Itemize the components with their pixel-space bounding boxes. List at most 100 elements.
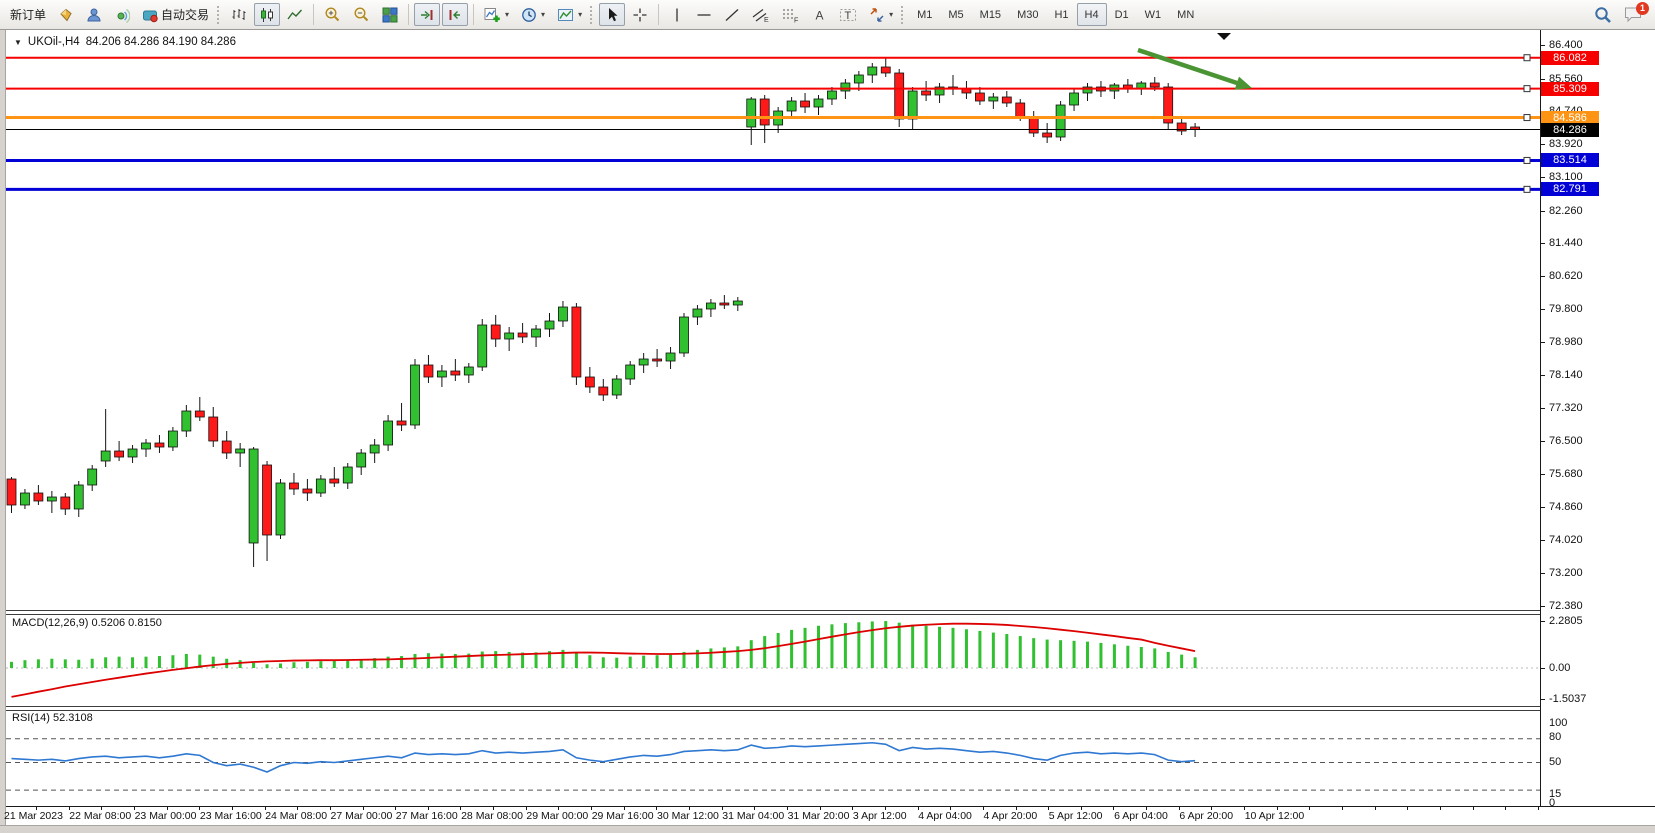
panel-splitter-macd[interactable] xyxy=(6,610,1540,615)
zoom-out-button[interactable] xyxy=(348,3,375,26)
price-tick xyxy=(1540,78,1545,80)
horizontal-line-tool[interactable] xyxy=(691,3,717,26)
candle-body xyxy=(517,332,528,338)
time-axis-label: 22 Mar 08:00 xyxy=(69,810,132,822)
candle-body xyxy=(423,364,434,378)
price-tick-label: 85.560 xyxy=(1549,72,1583,85)
tile-windows-button[interactable] xyxy=(377,3,403,26)
time-tick xyxy=(623,807,625,810)
price-tick xyxy=(1540,243,1545,245)
cursor-button[interactable] xyxy=(599,3,626,26)
periods-button[interactable]: ▾ xyxy=(516,3,550,26)
bar-chart-button[interactable] xyxy=(226,3,252,26)
notifications-button[interactable]: 1 xyxy=(1623,2,1649,26)
time-tick xyxy=(1505,807,1507,810)
line-drag-handle[interactable] xyxy=(1523,156,1531,164)
fibonacci-icon: F xyxy=(783,9,798,23)
line-drag-handle[interactable] xyxy=(1523,54,1531,62)
candle-body xyxy=(1001,96,1012,104)
cursor-arrow-icon xyxy=(609,7,618,21)
price-tick-label: 86.400 xyxy=(1549,39,1583,51)
time-tick xyxy=(754,807,756,810)
toolbar-grip[interactable] xyxy=(901,5,905,24)
horizontal-line-icon xyxy=(697,13,711,16)
toolbar-grip[interactable] xyxy=(217,5,221,24)
symbol-dropdown-arrow[interactable]: ▼ xyxy=(14,37,22,47)
line-drag-handle[interactable] xyxy=(1523,114,1531,122)
price-line-badge: 84.586 xyxy=(1541,110,1599,125)
time-axis-line xyxy=(6,806,1655,807)
search-icon[interactable] xyxy=(1593,5,1613,25)
templates-button[interactable]: ▾ xyxy=(552,3,587,26)
line-chart-button[interactable] xyxy=(282,3,308,26)
time-axis-label: 6 Apr 20:00 xyxy=(1179,810,1234,822)
candlestick-series xyxy=(6,57,1200,567)
chart-shift-button[interactable] xyxy=(414,3,441,26)
zoom-in-button[interactable] xyxy=(319,3,346,26)
indicators-button[interactable]: ▾ xyxy=(479,3,514,26)
person-icon xyxy=(87,8,101,21)
price-tick xyxy=(1540,309,1545,310)
panel-splitter-rsi[interactable] xyxy=(6,706,1540,711)
time-tick xyxy=(1113,807,1115,810)
timeframe-button-m5[interactable]: M5 xyxy=(948,8,964,21)
timeframe-button-h4[interactable]: H4 xyxy=(1076,3,1107,26)
autotrading-button[interactable]: 自动交易 xyxy=(137,3,214,26)
candle-body xyxy=(598,386,609,396)
data-window-button[interactable] xyxy=(81,3,107,26)
price-tick-label: 74.020 xyxy=(1549,534,1583,547)
timeframe-button-m1[interactable]: M1 xyxy=(917,8,933,21)
arrow-annotation[interactable] xyxy=(1137,47,1252,90)
candle-body xyxy=(827,90,837,100)
candle-body xyxy=(746,98,757,128)
candle-body xyxy=(6,478,17,506)
toolbar-separator xyxy=(313,4,315,25)
time-tick xyxy=(460,807,462,810)
auto-scroll-button[interactable] xyxy=(442,3,469,26)
candle-body xyxy=(1015,102,1026,118)
candlestick-chart-button[interactable] xyxy=(254,3,281,26)
vertical-line-tool[interactable] xyxy=(664,3,689,26)
candle-body xyxy=(625,364,636,380)
candle-body xyxy=(531,328,541,338)
trendline-tool[interactable] xyxy=(719,3,745,26)
price-line-badge: 86.082 xyxy=(1541,50,1599,65)
candle-body xyxy=(1176,122,1187,132)
candle-body xyxy=(638,358,649,366)
market-watch-button[interactable] xyxy=(53,3,79,26)
svg-text:F: F xyxy=(794,17,798,23)
crosshair-button[interactable] xyxy=(627,3,653,26)
timeframe-button-w1[interactable]: W1 xyxy=(1144,8,1162,21)
time-tick xyxy=(852,807,854,810)
candle-body xyxy=(880,66,891,74)
time-axis-label: 10 Apr 12:00 xyxy=(1244,810,1305,822)
time-tick xyxy=(1276,807,1278,810)
price-tick-label: 79.800 xyxy=(1549,303,1583,315)
text-tool[interactable]: A xyxy=(807,3,832,26)
timeframe-button-m15[interactable]: M15 xyxy=(979,8,1002,21)
timeframe-button-d1[interactable]: D1 xyxy=(1114,8,1129,21)
rsi-label: RSI(14) 52.3108 xyxy=(12,712,93,724)
text-label-tool[interactable]: T xyxy=(834,3,862,26)
timeframe-button-mn[interactable]: MN xyxy=(1177,8,1195,21)
new-order-button[interactable]: 新订单 xyxy=(10,8,47,22)
candle-body xyxy=(221,440,232,454)
arrows-tool[interactable]: ▾ xyxy=(864,3,898,26)
toolbar-grip[interactable] xyxy=(590,5,594,24)
candle-body xyxy=(463,366,474,376)
line-drag-handle[interactable] xyxy=(1523,85,1531,93)
macd-label: MACD(12,26,9) 0.5206 0.8150 xyxy=(12,617,162,629)
candle-body xyxy=(20,492,30,506)
candle-body xyxy=(544,320,555,330)
timeframe-button-h1[interactable]: H1 xyxy=(1054,8,1069,21)
equidistant-channel-tool[interactable]: E xyxy=(747,3,775,26)
time-axis-label: 24 Mar 08:00 xyxy=(265,810,328,822)
timeframe-button-m30[interactable]: M30 xyxy=(1017,8,1039,21)
navigator-button[interactable] xyxy=(109,3,135,26)
fibonacci-tool[interactable]: F xyxy=(777,3,805,26)
time-tick xyxy=(1244,807,1246,810)
candle-body xyxy=(141,442,151,450)
price-tick xyxy=(1540,276,1545,278)
line-drag-handle[interactable] xyxy=(1523,185,1531,193)
